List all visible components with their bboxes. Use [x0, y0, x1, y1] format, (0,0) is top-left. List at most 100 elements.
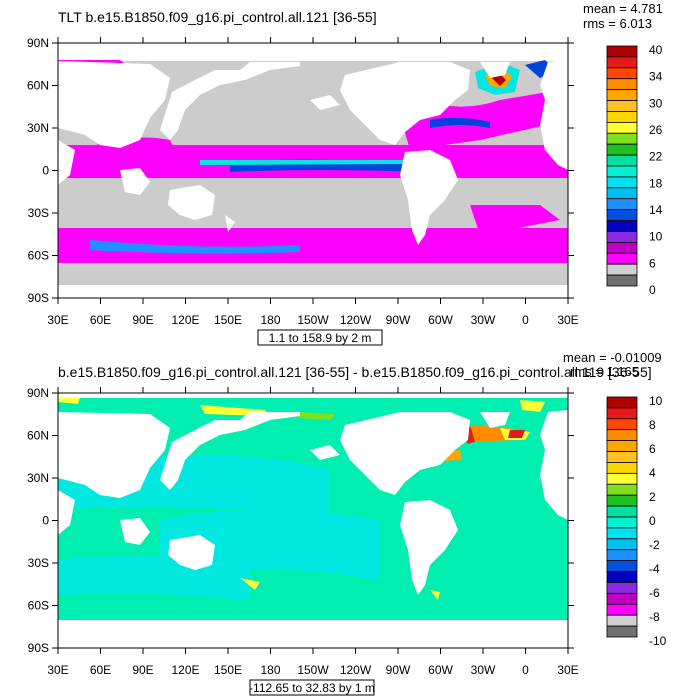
- top-lat-label: 60S: [28, 249, 49, 263]
- top-colorbar: 40 34 30 26 22 18 14 10 6 0: [606, 43, 663, 297]
- bottom-colorbar-box: [606, 505, 638, 518]
- top-colorbar-box: [606, 263, 638, 276]
- top-colorbar-box: [606, 67, 638, 80]
- top-colorbar-box: [606, 121, 638, 134]
- bottom-lon-label: 120W: [340, 663, 372, 677]
- bottom-colorbar-label: 8: [649, 418, 656, 432]
- bottom-lat-label: 60N: [27, 429, 49, 443]
- top-colorbar-box: [606, 209, 638, 221]
- bottom-colorbar-label: 6: [649, 442, 656, 456]
- bottom-colorbar-box: [606, 625, 638, 638]
- top-lon-label: 120W: [340, 313, 372, 327]
- bottom-colorbar-box: [606, 527, 638, 540]
- bottom-colorbar-box: [606, 483, 638, 496]
- top-lon-label: 90E: [132, 313, 153, 327]
- bottom-land: [58, 393, 568, 648]
- bottom-colorbar-box: [606, 462, 638, 474]
- top-colorbar-box: [606, 100, 638, 112]
- bottom-colorbar-box: [606, 614, 638, 627]
- top-colorbar-box: [606, 89, 638, 101]
- bottom-colorbar-box: [606, 582, 638, 594]
- bottom-colorbar-box: [606, 494, 638, 507]
- top-lon-label: 60E: [90, 313, 111, 327]
- top-colorbar-box: [606, 78, 638, 91]
- bottom-colorbar-box: [606, 429, 638, 442]
- top-axes: 90N 60N 30N 0 30S 60S 90S 30E 60E 90E 120E 150E 180 1…: [27, 36, 579, 327]
- bottom-colorbar-label: 10: [649, 394, 663, 408]
- bottom-lat-label: 90N: [27, 386, 49, 400]
- top-lon-label: 150E: [214, 313, 242, 327]
- top-colorbar-label: 14: [649, 203, 663, 217]
- bottom-lon-label: 0: [522, 663, 529, 677]
- top-lat-label: 60N: [27, 79, 49, 93]
- top-lon-label: 60W: [428, 313, 453, 327]
- bottom-lon-label: 150W: [297, 663, 329, 677]
- top-lat-label: 0: [42, 164, 49, 178]
- bottom-colorbar-label: 4: [649, 466, 656, 480]
- bottom-colorbar-label: 2: [649, 490, 656, 504]
- top-panel: TLT b.e15.B1850.f09_g16.pi_control.all.1…: [27, 1, 663, 346]
- bottom-panel: b.e15.B1850.f09_g16.pi_control.all.121 […: [27, 350, 667, 696]
- bottom-lat-label: 60S: [28, 599, 49, 613]
- top-lon-label: 30E: [557, 313, 578, 327]
- bottom-colorbar-box: [606, 560, 638, 572]
- top-colorbar-box: [606, 111, 638, 123]
- top-rms: rms = 6.013: [583, 16, 652, 31]
- top-lon-label: 120E: [171, 313, 199, 327]
- top-lon-label: 30E: [47, 313, 68, 327]
- bottom-colorbar-box: [606, 571, 638, 583]
- bottom-colorbar-label: 0: [649, 514, 656, 528]
- bottom-colorbar-label: -4: [649, 562, 660, 576]
- bottom-title: b.e15.B1850.f09_g16.pi_control.all.121 […: [58, 364, 652, 380]
- top-land: [58, 60, 568, 298]
- top-colorbar-label: 30: [649, 96, 663, 110]
- top-colorbar-box: [606, 241, 638, 254]
- top-map: [58, 43, 568, 298]
- bottom-lat-label: 30N: [27, 471, 49, 485]
- bottom-colorbar-box: [606, 451, 638, 463]
- bottom-map: [58, 393, 568, 648]
- top-lat-label: 90S: [28, 291, 49, 305]
- bottom-colorbar-box: [606, 418, 638, 431]
- top-colorbar-box: [606, 274, 638, 287]
- top-colorbar-box: [606, 143, 638, 156]
- top-colorbar-label: 34: [649, 70, 663, 84]
- top-colorbar-box: [606, 154, 638, 167]
- top-lat-label: 30N: [27, 121, 49, 135]
- top-title: TLT b.e15.B1850.f09_g16.pi_control.all.1…: [58, 9, 377, 25]
- top-colorbar-box: [606, 198, 638, 211]
- top-colorbar-box: [606, 56, 638, 69]
- top-lon-label: 180: [260, 313, 280, 327]
- bottom-colorbar-box: [606, 516, 638, 529]
- top-colorbar-box: [606, 165, 638, 178]
- bottom-lon-label: 30E: [47, 663, 68, 677]
- bottom-lon-label: 150E: [214, 663, 242, 677]
- bottom-lat-label: 90S: [28, 641, 49, 655]
- top-colorbar-box: [606, 132, 638, 145]
- top-colorbar-label: 6: [649, 256, 656, 270]
- top-colorbar-box: [606, 252, 638, 265]
- top-colorbar-box: [606, 187, 638, 200]
- bottom-lon-label: 60E: [90, 663, 111, 677]
- bottom-colorbar-box: [606, 440, 638, 452]
- bottom-colorbar-box: [606, 407, 638, 420]
- bottom-colorbar-box: [606, 472, 638, 485]
- bottom-lon-label: 60W: [428, 663, 453, 677]
- bottom-colorbar-box: [606, 603, 638, 616]
- bottom-rms: rms = 1.165: [570, 364, 639, 379]
- top-colorbar-label: 26: [649, 123, 663, 137]
- bottom-colorbar-label: -10: [649, 634, 667, 648]
- bottom-range-text: -112.65 to 32.83 by 1 m: [249, 681, 375, 695]
- top-lon-label: 30W: [471, 313, 496, 327]
- bottom-axes: 90N 60N 30N 0 30S 60S 90S 30E 60E 90E 120E 150E 180 1…: [27, 386, 579, 677]
- bottom-lon-label: 120E: [171, 663, 199, 677]
- top-colorbar-label: 0: [649, 283, 656, 297]
- bottom-colorbar-label: -2: [649, 538, 660, 552]
- bottom-colorbar-box: [606, 549, 638, 562]
- top-lon-label: 150W: [297, 313, 329, 327]
- bottom-colorbar: 10 8 6 4 2 0 -2 -4 -6 -8 -10: [606, 394, 667, 648]
- top-colorbar-box: [606, 45, 638, 58]
- top-colorbar-label: 10: [649, 230, 663, 244]
- bottom-colorbar-box: [606, 538, 638, 551]
